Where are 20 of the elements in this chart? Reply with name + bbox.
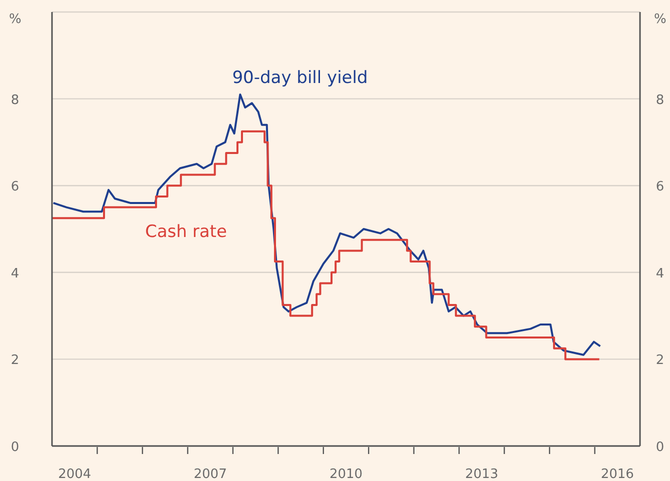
y-tick-label: 8 — [10, 92, 20, 108]
y2-tick-label: 0 — [656, 440, 664, 455]
y2-tick-label: 6 — [656, 180, 664, 195]
x-tick-label: 2010 — [329, 467, 363, 481]
y-tick-label: 6 — [10, 180, 20, 195]
series-label: 90-day bill yield — [232, 68, 368, 88]
x-tick-label: 2004 — [58, 467, 92, 481]
x-tick-label: 2007 — [194, 467, 227, 481]
y2-axis-title: % — [654, 12, 666, 27]
series-label: Cash rate — [145, 222, 227, 242]
y-tick-label: 4 — [10, 266, 20, 282]
y2-tick-label: 2 — [656, 353, 664, 368]
x-tick-label: 2016 — [600, 467, 634, 481]
y-axis-title: % — [9, 12, 22, 27]
y2-tick-label: 4 — [656, 266, 664, 282]
x-tick-label: 2013 — [465, 467, 498, 481]
line-series — [52, 93, 602, 356]
y-tick-label: 0 — [10, 440, 20, 455]
y-tick-label: 2 — [10, 353, 20, 368]
y2-tick-label: 8 — [656, 92, 664, 108]
